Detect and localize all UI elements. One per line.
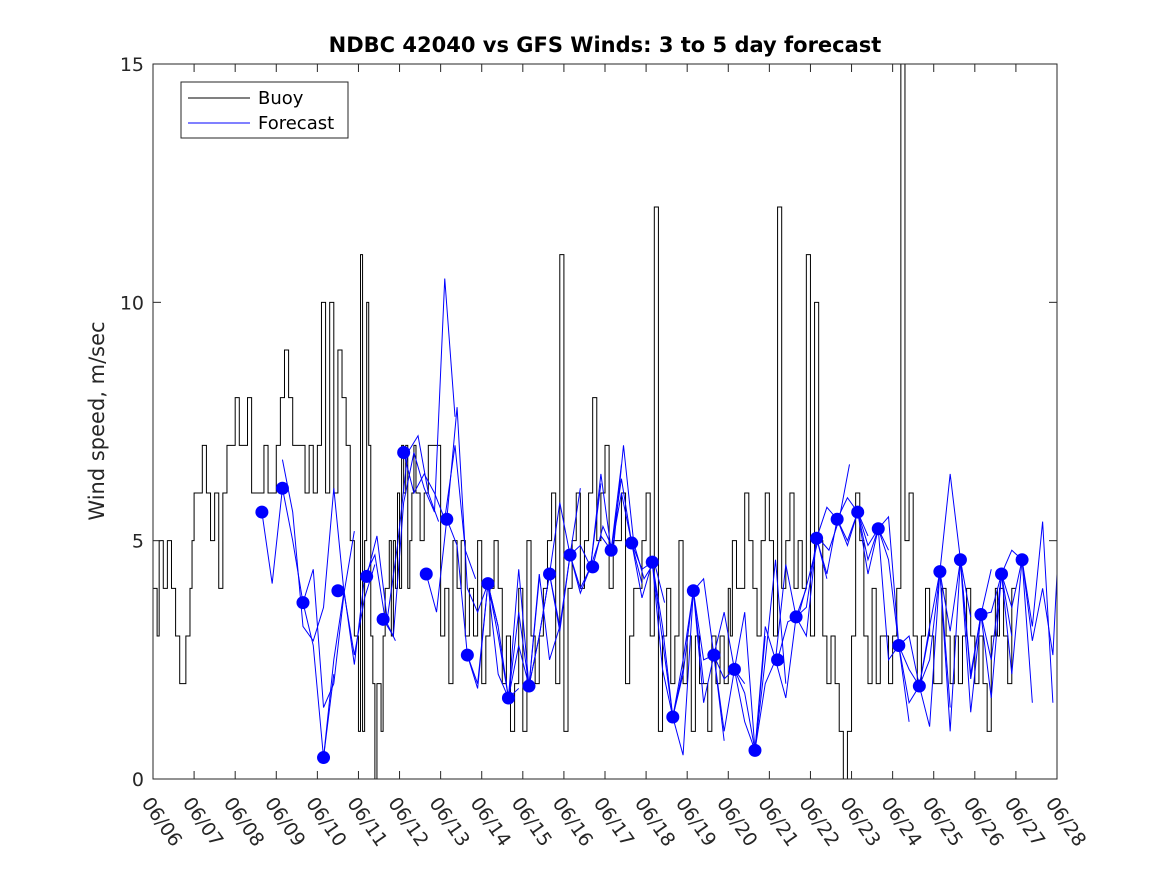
legend-box	[180, 81, 349, 139]
y-tick-label: 5	[132, 531, 144, 553]
chart-title: NDBC 42040 vs GFS Winds: 3 to 5 day fore…	[329, 33, 882, 57]
forecast-marker	[275, 481, 289, 495]
forecast-marker	[419, 567, 433, 581]
forecast-marker	[296, 596, 310, 610]
forecast-marker	[871, 522, 885, 536]
forecast-marker	[953, 553, 967, 567]
legend-forecast-label: Forecast	[258, 113, 334, 134]
forecast-marker	[727, 662, 741, 676]
forecast-marker	[317, 751, 331, 765]
forecast-marker	[360, 569, 374, 583]
x-tick-label: 06/16	[548, 793, 597, 850]
x-tick-label: 06/13	[425, 793, 474, 850]
forecast-marker	[331, 584, 345, 598]
x-tick-label: 06/20	[712, 793, 761, 850]
forecast-line	[980, 521, 1054, 703]
x-tick-label: 06/25	[918, 793, 967, 850]
forecast-line	[487, 573, 561, 699]
x-tick-label: 06/23	[835, 793, 884, 850]
forecast-marker	[440, 512, 454, 526]
y-tick-label: 0	[132, 769, 144, 791]
x-tick-label: 06/15	[507, 793, 556, 850]
x-tick-label: 06/14	[466, 793, 515, 850]
forecast-line	[382, 278, 456, 638]
x-tick-label: 06/18	[630, 793, 679, 850]
forecast-marker	[912, 679, 926, 693]
forecast-marker	[933, 565, 947, 579]
forecast-marker	[851, 505, 865, 519]
x-tick-label: 06/07	[178, 793, 227, 850]
forecast-line	[898, 559, 972, 732]
plot-area	[153, 64, 1057, 779]
y-axis: 0 5 10 15	[120, 54, 1057, 791]
forecast-marker	[892, 639, 906, 653]
x-tick-label: 06/17	[589, 793, 638, 850]
forecast-line	[281, 459, 355, 642]
forecast-marker	[1015, 553, 1029, 567]
forecast-marker	[666, 710, 680, 724]
forecast-marker	[460, 648, 474, 662]
forecast-marker	[789, 610, 803, 624]
forecast-line	[466, 578, 540, 700]
x-tick-label: 06/11	[342, 793, 391, 850]
forecast-marker	[974, 608, 988, 622]
forecast-line	[733, 564, 807, 751]
x-tick-label: 06/12	[383, 793, 432, 850]
y-tick-label: 15	[120, 54, 144, 76]
x-tick-label: 06/27	[1000, 793, 1049, 850]
forecast-markers	[255, 445, 1029, 765]
y-tick-label: 10	[120, 292, 144, 314]
forecast-marker	[748, 743, 762, 757]
forecast-marker	[810, 531, 824, 545]
x-tick-label: 06/28	[1041, 793, 1090, 850]
forecast-marker	[563, 548, 577, 562]
x-tick-label: 06/22	[794, 793, 843, 850]
x-tick-label: 06/24	[877, 793, 926, 850]
forecast-marker	[771, 653, 785, 667]
forecast-marker	[645, 555, 659, 569]
forecast-line	[323, 553, 396, 758]
forecast-marker	[543, 567, 557, 581]
forecast-line	[631, 542, 705, 756]
forecast-line	[651, 562, 725, 741]
buoy-series	[153, 63, 1016, 780]
x-tick-label: 06/26	[959, 793, 1008, 850]
forecast-marker	[397, 445, 411, 459]
x-tick-label: 06/09	[260, 793, 309, 850]
forecast-line	[366, 434, 440, 620]
forecast-line	[1001, 559, 1058, 656]
forecast-line	[857, 511, 931, 687]
x-tick-label: 06/08	[219, 793, 268, 850]
forecast-line	[877, 528, 951, 708]
forecast-marker	[604, 543, 618, 557]
forecast-line	[302, 564, 376, 708]
buoy-line	[153, 63, 1016, 780]
forecast-marker	[625, 536, 639, 550]
forecast-marker	[686, 584, 700, 598]
forecast-marker	[255, 505, 269, 519]
forecast-marker	[501, 691, 515, 705]
forecast-marker	[586, 560, 600, 574]
forecast-marker	[481, 577, 495, 591]
forecast-marker	[376, 612, 390, 626]
x-tick-label: 06/19	[671, 793, 720, 850]
forecast-line	[713, 559, 787, 751]
forecast-marker	[707, 648, 721, 662]
legend-buoy-label: Buoy	[258, 88, 304, 109]
legend: Buoy Forecast	[180, 81, 349, 139]
x-tick-label: 06/21	[753, 793, 802, 850]
forecast-marker	[830, 512, 844, 526]
forecast-marker	[522, 679, 536, 693]
forecast-line	[692, 577, 766, 751]
forecast-line	[939, 559, 1013, 713]
x-tick-label: 06/10	[301, 793, 350, 850]
y-axis-label: Wind speed, m/sec	[85, 321, 109, 520]
x-tick-label: 06/06	[137, 793, 186, 850]
forecast-line	[403, 445, 477, 579]
forecast-marker	[995, 567, 1009, 581]
